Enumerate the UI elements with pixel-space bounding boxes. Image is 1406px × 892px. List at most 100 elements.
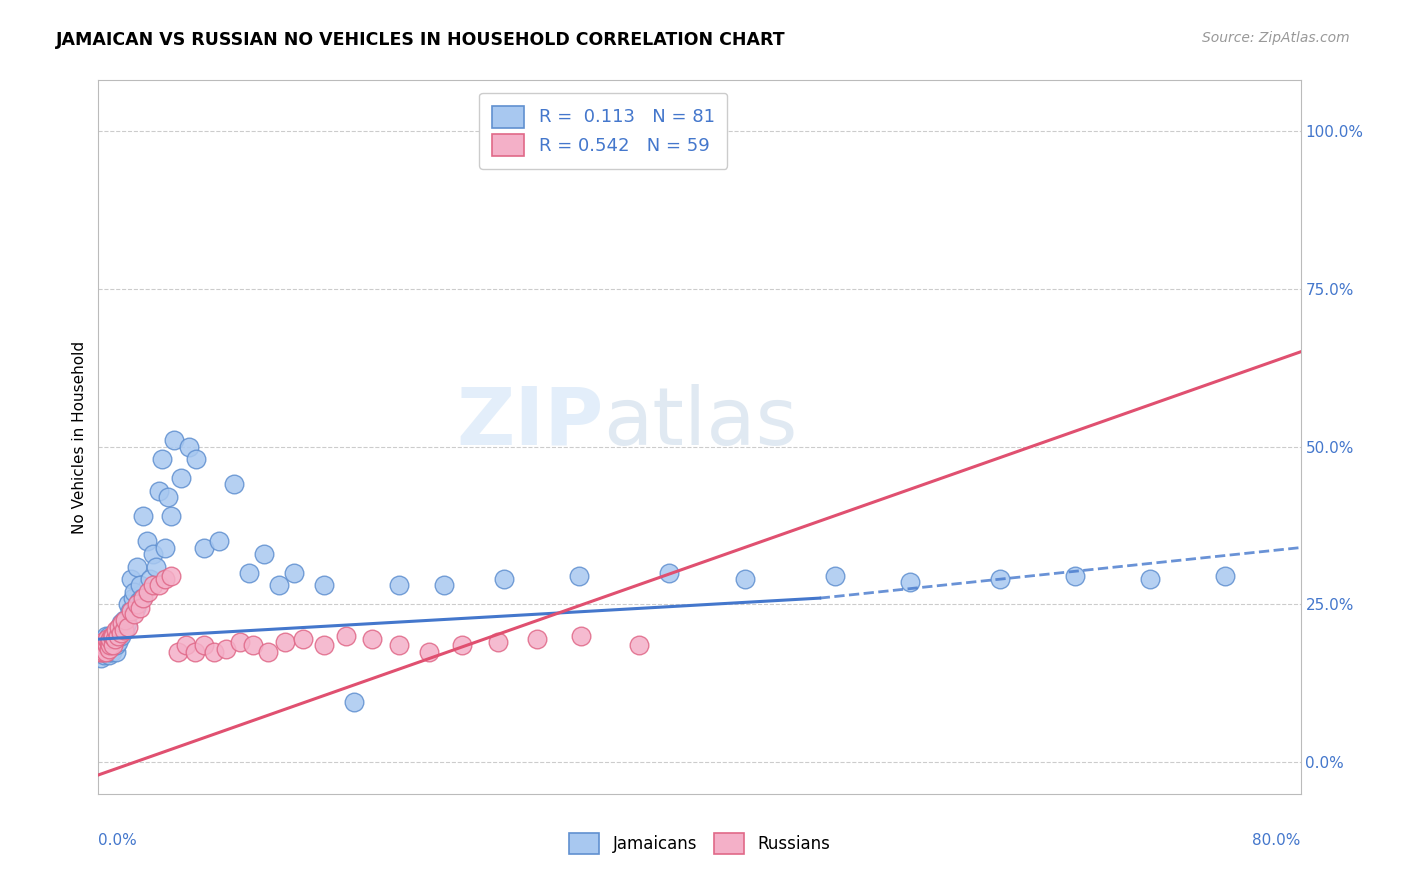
- Point: [103, 635, 125, 649]
- Point: [312, 639, 335, 653]
- Legend: Jamaicans, Russians: Jamaicans, Russians: [562, 827, 837, 861]
- Point: [121, 604, 143, 618]
- Point: [110, 616, 132, 631]
- Point: [101, 639, 124, 653]
- Point: [658, 566, 681, 580]
- Point: [222, 477, 245, 491]
- Point: [150, 452, 173, 467]
- Point: [107, 629, 129, 643]
- Point: [90, 639, 112, 653]
- Point: [96, 639, 118, 653]
- Point: [267, 578, 290, 592]
- Point: [93, 648, 115, 662]
- Y-axis label: No Vehicles in Household: No Vehicles in Household: [72, 341, 87, 533]
- Point: [89, 645, 111, 659]
- Point: [257, 645, 280, 659]
- Point: [988, 572, 1011, 586]
- Point: [215, 641, 238, 656]
- Point: [148, 578, 170, 592]
- Point: [138, 572, 160, 586]
- Point: [108, 623, 131, 637]
- Point: [145, 559, 167, 574]
- Point: [253, 547, 276, 561]
- Point: [156, 490, 179, 504]
- Point: [153, 541, 176, 555]
- Point: [125, 600, 148, 615]
- Point: [132, 591, 155, 606]
- Text: 0.0%: 0.0%: [98, 833, 138, 848]
- Point: [159, 569, 181, 583]
- Point: [148, 483, 170, 498]
- Point: [103, 629, 125, 643]
- Point: [93, 632, 115, 647]
- Point: [124, 607, 146, 621]
- Point: [104, 639, 127, 653]
- Point: [104, 632, 127, 647]
- Point: [97, 635, 120, 649]
- Point: [94, 635, 117, 649]
- Point: [183, 645, 205, 659]
- Point: [93, 645, 115, 659]
- Text: Source: ZipAtlas.com: Source: ZipAtlas.com: [1202, 31, 1350, 45]
- Point: [132, 508, 155, 523]
- Point: [335, 629, 357, 643]
- Point: [90, 651, 112, 665]
- Point: [898, 575, 921, 590]
- Text: JAMAICAN VS RUSSIAN NO VEHICLES IN HOUSEHOLD CORRELATION CHART: JAMAICAN VS RUSSIAN NO VEHICLES IN HOUSE…: [56, 31, 786, 49]
- Point: [1379, 262, 1402, 277]
- Point: [108, 619, 131, 633]
- Point: [103, 629, 125, 643]
- Point: [388, 639, 411, 653]
- Point: [91, 635, 114, 649]
- Point: [97, 639, 120, 653]
- Point: [90, 645, 112, 659]
- Point: [734, 572, 756, 586]
- Point: [202, 645, 225, 659]
- Point: [136, 584, 159, 599]
- Point: [170, 471, 193, 485]
- Point: [105, 645, 128, 659]
- Point: [127, 598, 149, 612]
- Point: [129, 600, 152, 615]
- Point: [100, 632, 122, 647]
- Point: [167, 645, 190, 659]
- Point: [526, 632, 548, 647]
- Point: [93, 639, 115, 653]
- Point: [105, 639, 128, 653]
- Point: [115, 616, 138, 631]
- Point: [208, 534, 231, 549]
- Point: [628, 639, 651, 653]
- Point: [107, 635, 129, 649]
- Point: [107, 629, 129, 643]
- Point: [112, 623, 135, 637]
- Point: [177, 440, 200, 454]
- Point: [312, 578, 335, 592]
- Point: [121, 572, 143, 586]
- Text: 80.0%: 80.0%: [1253, 833, 1301, 848]
- Point: [494, 572, 516, 586]
- Point: [568, 569, 591, 583]
- Point: [135, 534, 157, 549]
- Point: [97, 629, 120, 643]
- Point: [97, 641, 120, 656]
- Point: [153, 572, 176, 586]
- Point: [193, 639, 215, 653]
- Point: [111, 616, 134, 631]
- Point: [1215, 569, 1237, 583]
- Point: [283, 566, 305, 580]
- Point: [242, 639, 264, 653]
- Point: [141, 578, 163, 592]
- Point: [90, 641, 112, 656]
- Point: [361, 632, 384, 647]
- Point: [96, 639, 118, 653]
- Point: [114, 623, 136, 637]
- Point: [291, 632, 314, 647]
- Point: [91, 641, 114, 656]
- Point: [94, 629, 117, 643]
- Point: [91, 645, 114, 659]
- Point: [238, 566, 260, 580]
- Point: [128, 594, 150, 608]
- Point: [486, 635, 509, 649]
- Point: [122, 591, 145, 606]
- Point: [1139, 572, 1161, 586]
